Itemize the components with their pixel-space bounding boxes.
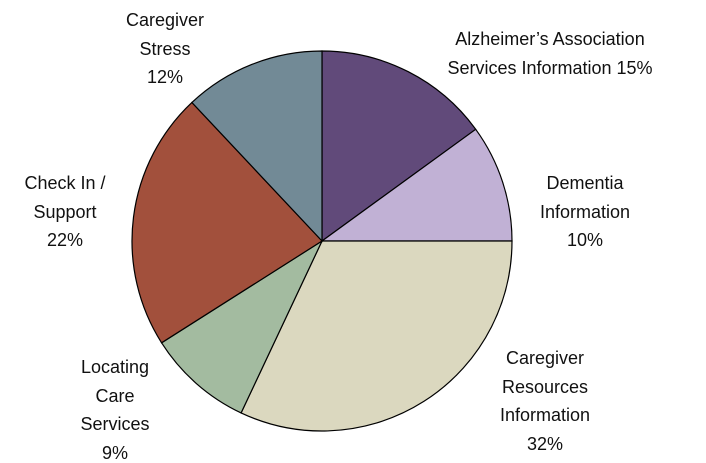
value-label: 22% [46, 230, 84, 250]
category-label: Dementia Information [539, 173, 631, 222]
pie-slice [191, 50, 323, 243]
value-label: 10% [566, 230, 604, 250]
pie-slice [321, 50, 477, 243]
slice-label: Locating Care Services 9% [70, 353, 160, 463]
pie-slice [160, 239, 324, 414]
value-label: 15% [616, 57, 653, 78]
slice-label: Dementia Information 10% [525, 169, 645, 255]
slice-label: Caregiver Resources Information 32% [485, 344, 605, 458]
slice-label: Caregiver Stress 12% [115, 6, 215, 92]
slice-label: Alzheimer’s Association Services Informa… [420, 25, 680, 82]
pie-slice [131, 101, 323, 344]
category-label: Caregiver Resources Information [499, 348, 591, 425]
slice-label: Check In / Support 22% [18, 169, 113, 255]
pie-slice [240, 240, 513, 432]
category-label: Locating Care Services [80, 357, 150, 434]
category-label: Alzheimer’s Association Services Informa… [447, 29, 645, 78]
pie-slice [320, 128, 513, 242]
value-label: 9% [101, 442, 128, 463]
category-label: Check In / Support [24, 173, 106, 222]
value-label: 12% [146, 67, 184, 87]
value-label: 32% [526, 433, 564, 454]
category-label: Caregiver Stress [125, 10, 205, 59]
